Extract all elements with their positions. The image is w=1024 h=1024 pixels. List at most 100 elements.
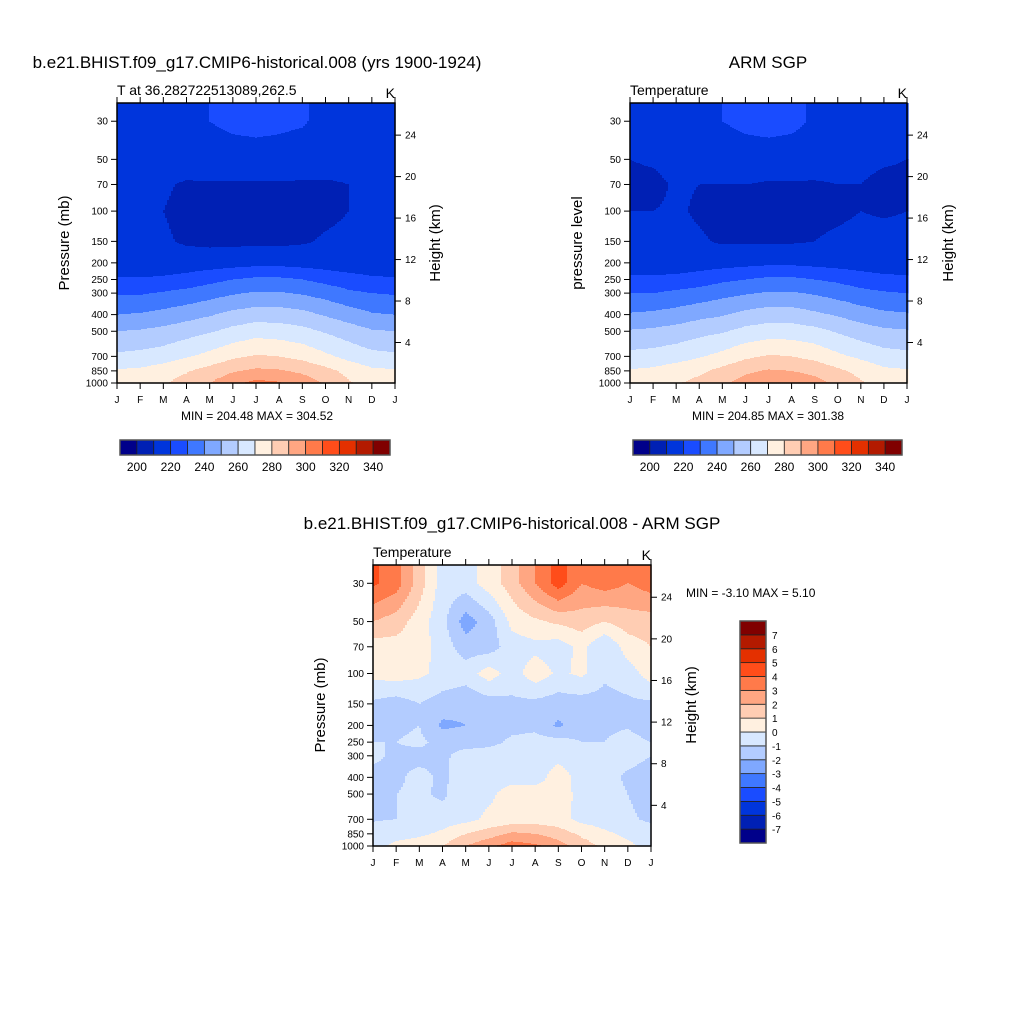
contour-fill xyxy=(640,103,643,165)
contour-fill xyxy=(698,338,701,359)
contour-fill xyxy=(599,565,602,591)
contour-fill xyxy=(281,340,284,358)
contour-fill xyxy=(289,358,292,372)
contour-fill xyxy=(389,565,392,597)
contour-fill xyxy=(241,371,244,384)
contour-fill xyxy=(333,103,336,182)
contour-fill xyxy=(561,766,564,830)
contour-fill xyxy=(453,825,456,840)
contour-fill xyxy=(431,697,434,776)
contour-fill xyxy=(399,697,402,740)
contour-fill xyxy=(874,273,877,291)
contour-fill xyxy=(756,325,759,342)
colorbar-label: 220 xyxy=(673,460,693,474)
contour-fill xyxy=(253,369,256,381)
contour-fill xyxy=(559,738,562,766)
contour-fill xyxy=(764,370,767,384)
contour-fill xyxy=(890,328,893,350)
contour-fill xyxy=(397,590,400,611)
contour-fill xyxy=(375,620,378,639)
contour-fill xyxy=(379,699,382,743)
contour-fill xyxy=(523,698,526,735)
contour-fill xyxy=(788,181,791,245)
colorbar-box xyxy=(632,439,651,456)
x-tick-label: F xyxy=(650,395,656,406)
contour-fill xyxy=(539,698,542,736)
contour-fill xyxy=(281,278,284,293)
contour-fill xyxy=(666,291,669,310)
contour-fill xyxy=(710,285,713,302)
contour-fill xyxy=(632,293,635,313)
contour-fill xyxy=(203,353,206,368)
contour-fill xyxy=(784,370,787,384)
contour-fill xyxy=(654,348,657,368)
contour-fill xyxy=(700,357,703,376)
contour-fill xyxy=(377,584,380,603)
contour-fill xyxy=(634,350,637,370)
contour-fill xyxy=(868,307,871,326)
contour-fill xyxy=(724,366,727,384)
contour-fill xyxy=(762,103,765,138)
contour-fill xyxy=(824,182,827,235)
contour-fill xyxy=(882,328,885,349)
contour-fill xyxy=(121,369,124,384)
contour-fill xyxy=(888,368,891,384)
x-tick-label: M xyxy=(159,395,167,406)
contour-fill xyxy=(694,190,697,223)
contour-fill xyxy=(245,136,248,182)
contour-fill xyxy=(287,308,290,325)
contour-fill xyxy=(421,768,424,837)
contour-fill xyxy=(559,841,562,847)
contour-fill xyxy=(652,367,655,384)
contour-fill xyxy=(623,608,626,632)
contour-fill xyxy=(726,365,729,384)
contour-fill xyxy=(177,306,180,324)
contour-fill xyxy=(493,619,496,653)
contour-fill xyxy=(780,356,783,371)
contour-fill xyxy=(241,136,244,182)
contour-fill xyxy=(163,292,166,310)
contour-fill xyxy=(704,184,707,235)
contour-fill xyxy=(389,681,392,698)
contour-fill xyxy=(265,266,268,278)
contour-fill xyxy=(181,340,184,360)
contour-fill xyxy=(151,348,154,366)
contour-fill xyxy=(668,326,671,346)
contour-fill xyxy=(193,181,196,247)
contour-fill xyxy=(195,247,198,272)
contour-fill xyxy=(153,293,156,312)
contour-fill xyxy=(852,217,855,271)
contour-fill xyxy=(407,839,410,847)
contour-fill xyxy=(627,583,630,610)
contour-fill xyxy=(507,786,510,826)
contour-fill xyxy=(323,352,326,367)
contour-fill xyxy=(784,135,787,182)
contour-fill xyxy=(782,356,785,371)
contour-fill xyxy=(509,833,512,843)
contour-fill xyxy=(549,826,552,838)
contour-fill xyxy=(894,329,897,350)
contour-fill xyxy=(515,785,518,825)
contour-fill xyxy=(339,182,342,222)
contour-fill xyxy=(429,618,432,637)
contour-fill xyxy=(409,771,412,840)
contour-fill xyxy=(415,768,418,839)
contour-fill xyxy=(269,307,272,324)
contour-fill xyxy=(629,635,632,663)
contour-fill xyxy=(451,840,454,847)
contour-fill xyxy=(413,679,416,702)
contour-fill xyxy=(820,346,823,364)
colorbar-label: 260 xyxy=(228,460,248,474)
contour-fill xyxy=(790,323,793,341)
contour-fill xyxy=(688,206,691,214)
contour-fill xyxy=(183,305,186,323)
contour-fill xyxy=(609,607,612,624)
contour-fill xyxy=(595,691,598,743)
contour-fill xyxy=(569,645,572,674)
colorbar-label: 220 xyxy=(161,460,181,474)
contour-fill xyxy=(175,242,178,275)
contour-fill xyxy=(529,785,532,825)
contour-fill xyxy=(259,307,262,323)
contour-fill xyxy=(768,265,771,278)
contour-fill xyxy=(267,307,270,324)
